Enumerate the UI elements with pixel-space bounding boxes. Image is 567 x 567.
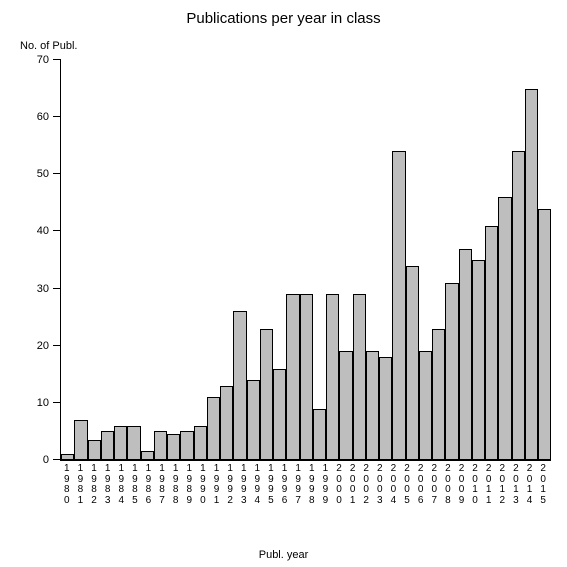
x-tick-label: 2015 — [536, 460, 550, 506]
bar — [339, 351, 352, 460]
bar — [498, 197, 511, 460]
bar — [88, 440, 101, 460]
y-tick — [53, 402, 61, 403]
bar — [180, 431, 193, 460]
bar — [459, 249, 472, 460]
x-tick-label: 1992 — [223, 460, 237, 506]
x-tick-label: 2009 — [455, 460, 469, 506]
bar — [525, 89, 538, 460]
bar — [313, 409, 326, 460]
y-tick-label: 70 — [37, 54, 49, 66]
bar — [472, 260, 485, 460]
y-tick-label: 40 — [37, 225, 49, 237]
y-tick — [53, 345, 61, 346]
bar — [538, 209, 551, 460]
x-tick-label: 2013 — [509, 460, 523, 506]
x-tick-label: 2003 — [373, 460, 387, 506]
x-tick-label: 2012 — [496, 460, 510, 506]
y-tick-label: 60 — [37, 111, 49, 123]
bar — [194, 426, 207, 460]
bar-chart: Publications per year in class No. of Pu… — [0, 0, 567, 567]
bar — [353, 294, 366, 460]
bar — [300, 294, 313, 460]
bar — [406, 266, 419, 460]
bar — [220, 386, 233, 460]
x-tick-label: 1999 — [319, 460, 333, 506]
y-tick — [53, 59, 61, 60]
y-tick — [53, 230, 61, 231]
x-tick-label: 1996 — [278, 460, 292, 506]
x-tick-label: 1988 — [169, 460, 183, 506]
chart-title: Publications per year in class — [0, 10, 567, 27]
bar — [392, 151, 405, 460]
bar — [101, 431, 114, 460]
x-tick-label: 2011 — [482, 460, 496, 506]
bar — [512, 151, 525, 460]
bars-group — [61, 60, 551, 460]
x-tick-label: 1986 — [142, 460, 156, 506]
bar — [167, 434, 180, 460]
bar — [273, 369, 286, 460]
bar — [154, 431, 167, 460]
x-tick-label: 1993 — [237, 460, 251, 506]
y-tick-label: 30 — [37, 283, 49, 295]
y-tick — [53, 288, 61, 289]
bar — [260, 329, 273, 460]
x-tick-label: 2001 — [346, 460, 360, 506]
y-tick-label: 10 — [37, 397, 49, 409]
x-tick-label: 1997 — [291, 460, 305, 506]
x-tick-label: 2005 — [400, 460, 414, 506]
x-tick-label: 1981 — [74, 460, 88, 506]
x-tick-label: 1989 — [182, 460, 196, 506]
x-tick-label: 1991 — [210, 460, 224, 506]
bar — [326, 294, 339, 460]
y-tick — [53, 173, 61, 174]
bar — [247, 380, 260, 460]
y-tick — [53, 116, 61, 117]
y-axis-label: No. of Publ. — [20, 40, 77, 52]
x-tick-label: 2002 — [359, 460, 373, 506]
x-tick-label: 1995 — [264, 460, 278, 506]
x-tick-label: 2000 — [332, 460, 346, 506]
x-tick-label: 1984 — [114, 460, 128, 506]
bar — [74, 420, 87, 460]
bar — [233, 311, 246, 460]
bar — [445, 283, 458, 460]
x-tick-label: 2006 — [414, 460, 428, 506]
bar — [379, 357, 392, 460]
x-tick-label: 1985 — [128, 460, 142, 506]
bar — [419, 351, 432, 460]
x-tick-label: 2008 — [441, 460, 455, 506]
y-tick-label: 20 — [37, 340, 49, 352]
bar — [114, 426, 127, 460]
bar — [366, 351, 379, 460]
bar — [485, 226, 498, 460]
x-tick-label: 1983 — [101, 460, 115, 506]
x-tick-label: 1990 — [196, 460, 210, 506]
x-tick-label: 1982 — [87, 460, 101, 506]
x-tick-label: 2007 — [427, 460, 441, 506]
x-tick-labels: 1980198119821983198419851986198719881989… — [60, 460, 550, 506]
y-tick-label: 50 — [37, 168, 49, 180]
x-tick-label: 1980 — [60, 460, 74, 506]
plot-area: 010203040506070 — [60, 60, 551, 461]
x-axis-label: Publ. year — [0, 549, 567, 561]
x-tick-label: 2010 — [468, 460, 482, 506]
bar — [141, 451, 154, 460]
x-tick-label: 2014 — [523, 460, 537, 506]
y-tick-label: 0 — [43, 454, 49, 466]
bar — [432, 329, 445, 460]
x-tick-label: 1998 — [305, 460, 319, 506]
x-tick-label: 2004 — [387, 460, 401, 506]
bar — [207, 397, 220, 460]
x-tick-label: 1994 — [251, 460, 265, 506]
bar — [286, 294, 299, 460]
bar — [127, 426, 140, 460]
x-tick-label: 1987 — [155, 460, 169, 506]
